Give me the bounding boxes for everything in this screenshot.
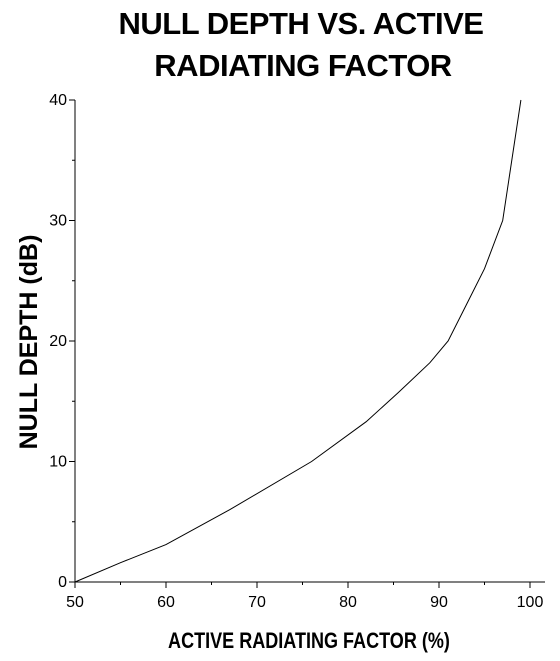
x-tick-label: 70 [248,594,266,611]
x-axis-title: ACTIVE RADIATING FACTOR (%) [168,629,450,653]
y-tick-label: 30 [49,213,67,230]
x-axis-tick-labels: 50 60 70 80 90 100 [66,594,543,611]
series-line [74,99,522,583]
y-tick-label: 10 [49,454,67,471]
y-tick-label: 40 [49,92,67,109]
x-tick-label: 90 [430,594,448,611]
x-tick-label: 80 [339,594,357,611]
x-axis-ticks [74,582,531,588]
x-tick-label: 60 [157,594,175,611]
y-axis-tick-labels: 0 10 20 30 40 [49,92,67,591]
y-axis-title: NULL DEPTH (dB) [15,235,43,450]
chart-title-line-1: NULL DEPTH VS. ACTIVE [119,6,484,41]
chart-title-line-2: RADIATING FACTOR [154,48,452,83]
y-tick-label: 0 [58,574,67,591]
x-tick-label: 50 [66,594,84,611]
y-tick-label: 20 [49,333,67,350]
y-axis-ticks [69,99,75,583]
x-tick-label: 100 [517,594,544,611]
